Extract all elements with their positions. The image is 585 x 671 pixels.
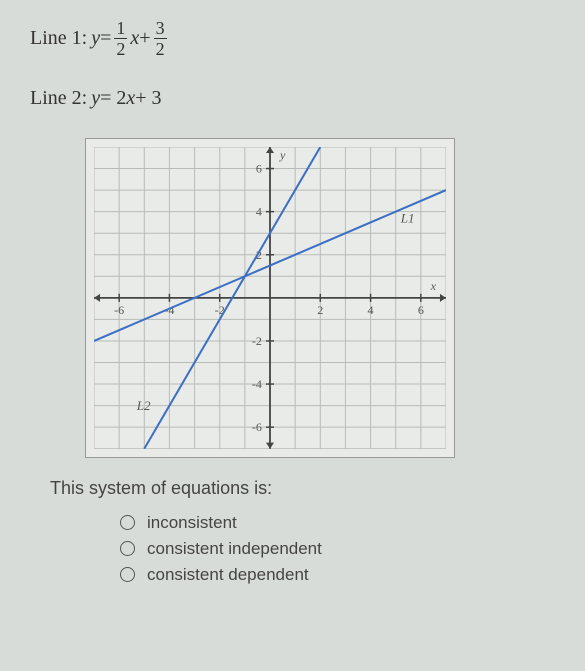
- line1-midvar: x: [130, 27, 139, 50]
- line1-label: Line 1:: [30, 27, 87, 50]
- svg-text:-4: -4: [252, 377, 262, 391]
- line-2-equation: Line 2: y = 2 x + 3: [30, 87, 555, 110]
- svg-text:6: 6: [256, 162, 262, 176]
- line-1-equation: Line 1: y = 1 2 x + 3 2: [30, 18, 555, 59]
- line1-plus: +: [139, 27, 150, 50]
- graph-svg: -6-4-2246-6-4-2246xyL1L2: [94, 147, 446, 449]
- svg-text:4: 4: [368, 303, 374, 317]
- line1-eq: =: [100, 27, 111, 50]
- question-text: This system of equations is:: [50, 478, 555, 499]
- svg-text:x: x: [430, 279, 437, 293]
- graph-panel: -6-4-2246-6-4-2246xyL1L2: [85, 138, 455, 458]
- line2-label: Line 2:: [30, 87, 87, 110]
- svg-text:L2: L2: [136, 398, 151, 413]
- radio-icon: [120, 567, 135, 582]
- svg-text:-6: -6: [114, 303, 124, 317]
- option-consistent-dependent[interactable]: consistent dependent: [120, 565, 555, 585]
- option-label: consistent dependent: [147, 565, 309, 585]
- line2-lhs: y: [91, 87, 100, 110]
- option-label: inconsistent: [147, 513, 237, 533]
- line2-eq: = 2: [100, 87, 126, 110]
- options-group: inconsistent consistent independent cons…: [120, 513, 555, 585]
- radio-icon: [120, 541, 135, 556]
- svg-text:L1: L1: [400, 210, 415, 225]
- option-label: consistent independent: [147, 539, 322, 559]
- svg-text:-2: -2: [252, 334, 262, 348]
- line2-rhsvar: x: [126, 87, 135, 110]
- svg-text:4: 4: [256, 205, 262, 219]
- svg-text:-6: -6: [252, 420, 262, 434]
- svg-text:y: y: [279, 148, 286, 162]
- svg-text:2: 2: [317, 303, 323, 317]
- line1-lhs: y: [91, 27, 100, 50]
- line1-frac1: 1 2: [114, 18, 127, 59]
- option-consistent-independent[interactable]: consistent independent: [120, 539, 555, 559]
- line1-frac2: 3 2: [154, 18, 167, 59]
- option-inconsistent[interactable]: inconsistent: [120, 513, 555, 533]
- svg-text:6: 6: [418, 303, 424, 317]
- radio-icon: [120, 515, 135, 530]
- line2-tail: + 3: [135, 87, 161, 110]
